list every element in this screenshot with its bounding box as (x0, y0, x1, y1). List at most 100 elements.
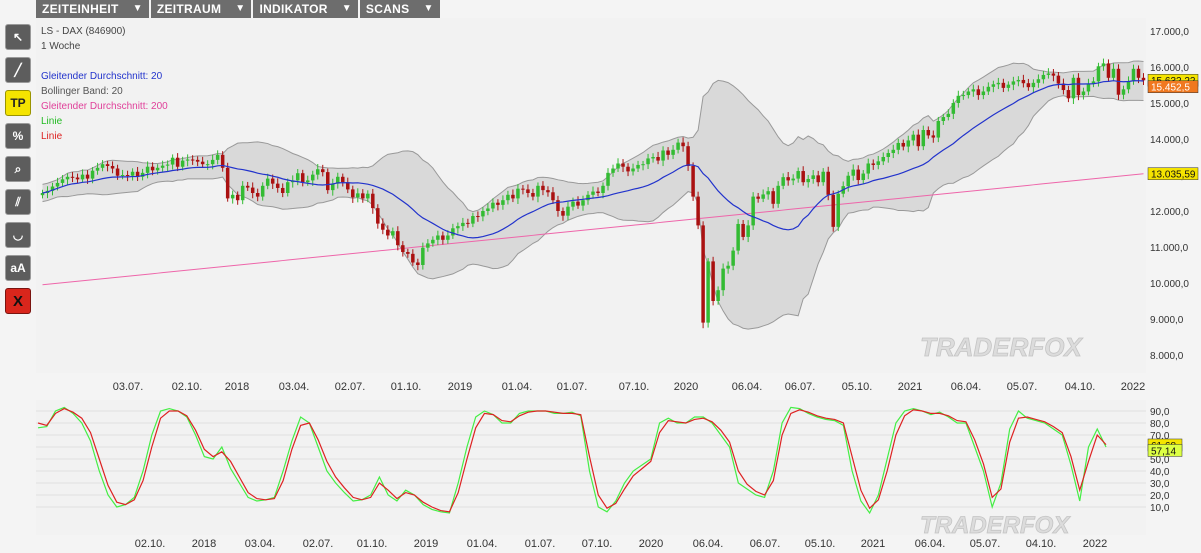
candle-body (170, 157, 175, 165)
candle-body (456, 226, 460, 229)
candle-body (986, 86, 991, 92)
candle-body (666, 150, 670, 155)
candle-body (336, 176, 340, 184)
x-tick-label: 02.10. (172, 381, 203, 393)
candle-body (366, 193, 370, 199)
candle-body (521, 188, 525, 190)
candle-body (726, 265, 730, 269)
candle-body (736, 223, 740, 251)
stoch-x-tick-label: 2018 (192, 538, 216, 550)
delete-drawings-button[interactable]: X (5, 288, 31, 314)
candle-body (115, 168, 120, 176)
candle-body (406, 252, 410, 254)
x-tick-label: 03.07. (113, 381, 144, 393)
candle-body (796, 171, 800, 179)
candle-body (486, 208, 490, 211)
chevron-down-icon: ▼ (132, 3, 143, 14)
line-tool-icon[interactable]: ╱ (5, 57, 31, 83)
candle-body (866, 163, 871, 174)
candle-body (1061, 83, 1066, 91)
stoch-x-tick-label: 06.07. (750, 538, 781, 550)
candle-body (656, 157, 660, 161)
x-tick-label: 04.10. (1065, 381, 1096, 393)
menu-indikator[interactable]: INDIKATOR ▼ (253, 0, 358, 18)
stoch-x-tick-label: 07.10. (582, 538, 613, 550)
candle-body (1081, 91, 1086, 96)
candle-body (130, 171, 135, 176)
candle-body (1016, 79, 1021, 82)
candle-body (1121, 89, 1126, 95)
text-tool-icon[interactable]: aA (5, 255, 31, 281)
chevron-down-icon: ▼ (423, 3, 434, 14)
sma20-line (42, 80, 1144, 239)
y-tick-label: 10.000,0 (1150, 279, 1189, 290)
candle-body (766, 191, 770, 195)
candle-body (476, 216, 480, 218)
candle-body (686, 146, 690, 166)
stoch-x-tick-label: 03.04. (245, 538, 276, 550)
menu-zeiteinheit[interactable]: ZEITEINHEIT ▼ (36, 0, 149, 18)
candle-body (556, 200, 560, 211)
candle-body (781, 177, 785, 186)
candle-body (386, 229, 390, 236)
x-tick-label: 05.10. (842, 381, 873, 393)
date-axis-strip (0, 373, 1201, 400)
y-tick-label: 16.000,0 (1150, 63, 1189, 74)
candle-body (586, 194, 590, 201)
pointer-tool-icon[interactable]: ↖ (5, 24, 31, 50)
candle-body (1006, 84, 1011, 88)
x-tick-label: 03.04. (279, 381, 310, 393)
candle-body (210, 159, 215, 165)
channel-tool-icon[interactable]: ⫽ (5, 189, 31, 215)
candle-body (135, 171, 140, 177)
y-tick-label: 11.000,0 (1150, 243, 1189, 254)
legend-item: Linie (41, 116, 63, 127)
y-tick-label: 9.000,0 (1150, 315, 1184, 326)
candle-body (756, 196, 760, 199)
candle-body (961, 95, 966, 97)
candle-body (1001, 82, 1006, 88)
zoom-tool-icon[interactable]: ⌕ (5, 156, 31, 182)
menu-label: ZEITEINHEIT (42, 2, 119, 16)
menu-scans[interactable]: SCANS ▼ (359, 0, 440, 18)
candle-body (981, 91, 986, 96)
candle-body (691, 166, 695, 197)
candle-body (821, 171, 825, 183)
stoch-y-tick-label: 50,0 (1150, 455, 1170, 466)
candle-body (826, 171, 830, 195)
sma200-line (42, 173, 1144, 286)
candle-body (150, 166, 155, 171)
tp-button[interactable]: TP (5, 90, 31, 116)
stoch-x-tick-label: 06.04. (693, 538, 724, 550)
candle-body (60, 179, 65, 183)
candle-body (90, 170, 95, 179)
candle-body (1021, 79, 1026, 84)
candle-body (916, 134, 921, 147)
candle-body (1066, 90, 1071, 99)
candle-body (1091, 81, 1096, 84)
candle-body (451, 228, 455, 236)
candle-body (996, 82, 1001, 85)
percent-tool-icon[interactable]: % (5, 123, 31, 149)
candle-body (891, 149, 896, 154)
candle-body (1076, 77, 1081, 96)
stoch-marker (1147, 444, 1183, 457)
candle-body (40, 193, 45, 196)
candle-body (491, 202, 495, 209)
price-marker-label: 13.035,59 (1151, 170, 1196, 181)
stoch-y-tick-label: 40,0 (1150, 467, 1170, 478)
x-tick-label: 01.04. (502, 381, 533, 393)
menu-zeitraum[interactable]: ZEITRAUM ▼ (150, 0, 252, 18)
candle-body (851, 169, 855, 176)
stoch-y-tick-label: 10,0 (1150, 503, 1170, 514)
candle-body (936, 121, 941, 138)
stoch-x-tick-label: 2020 (639, 538, 663, 550)
curve-tool-icon[interactable]: ◡ (5, 222, 31, 248)
candle-body (876, 161, 881, 165)
candle-body (110, 166, 115, 169)
candle-body (536, 185, 540, 197)
candle-body (971, 89, 976, 92)
candle-body (441, 235, 445, 240)
chart-legend: LS - DAX (846900) 1 Woche Gleitender Dur… (41, 24, 168, 144)
